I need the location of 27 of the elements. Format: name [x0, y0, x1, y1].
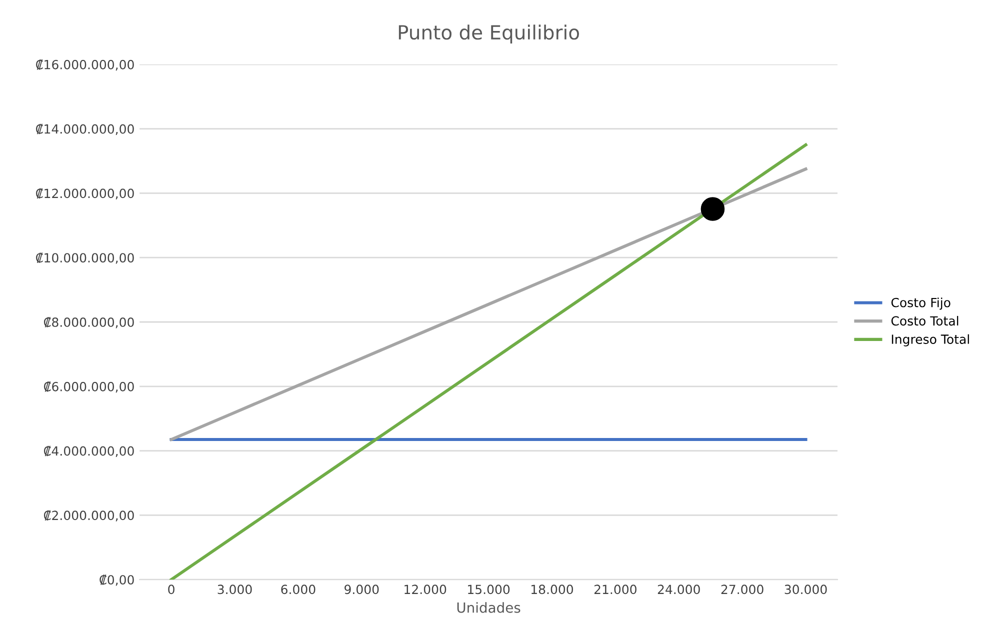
y-tick-label: ₡4.000.000,00: [44, 446, 134, 457]
x-tick-label: 18.000: [531, 584, 574, 594]
line-series: [170, 168, 808, 442]
chart-title: Punto de Equilibrio: [398, 24, 579, 44]
x-tick-label: 9.000: [344, 584, 379, 594]
legend-label: Ingreso Total: [892, 334, 969, 346]
y-tick-label: ₡14.000.000,00: [36, 124, 134, 135]
y-tick-label: ₡2.000.000,00: [44, 510, 134, 522]
x-tick-label: 0: [168, 584, 174, 594]
x-tick-label: 24.000: [658, 584, 700, 594]
y-tick-label: ₡8.000.000,00: [44, 317, 134, 328]
x-tick-label: 30.000: [784, 584, 827, 594]
x-tick-label: 15.000: [468, 584, 510, 594]
y-tick-label: ₡0,00: [100, 574, 134, 586]
legend-label: Costo Fijo: [891, 298, 950, 310]
x-tick-label: 6.000: [281, 584, 316, 594]
x-tick-label: 3.000: [218, 584, 252, 594]
y-tick-label: ₡16.000.000,00: [36, 59, 134, 71]
x-tick-label: 21.000: [594, 584, 636, 594]
x-axis-title: Unidades: [457, 602, 520, 613]
y-tick-label: ₡10.000.000,00: [36, 252, 134, 264]
line-series: [170, 143, 808, 580]
y-tick-label: ₡12.000.000,00: [36, 188, 134, 200]
x-tick-label: 27.000: [721, 584, 764, 594]
x-tick-label: 12.000: [404, 584, 446, 594]
legend-label: Costo Total: [891, 316, 958, 326]
y-tick-label: ₡6.000.000,00: [44, 381, 134, 393]
